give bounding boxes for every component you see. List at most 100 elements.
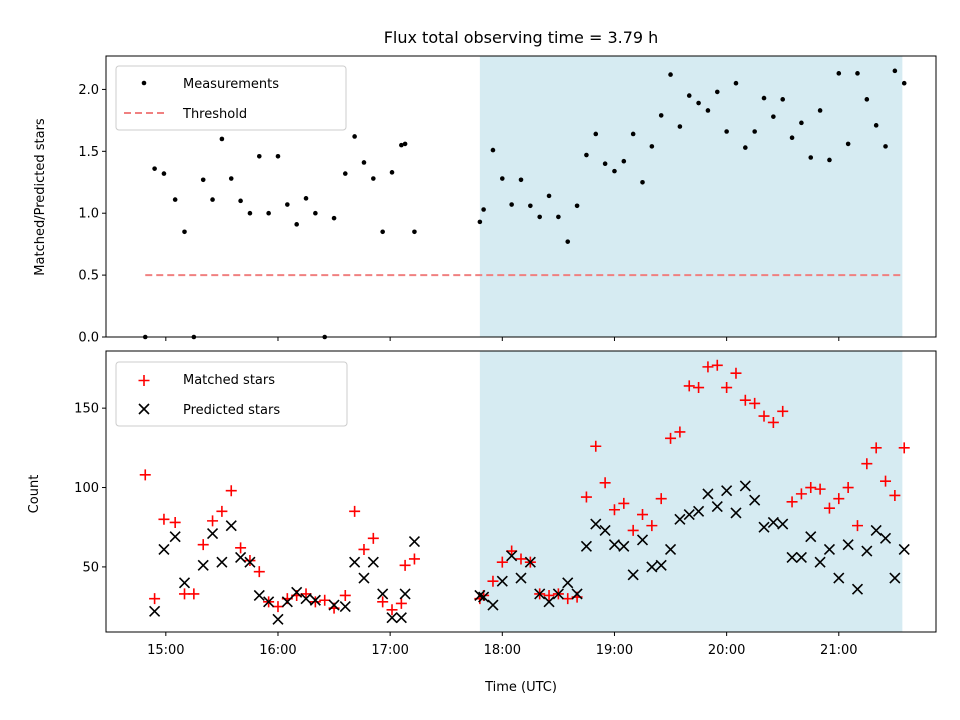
predicted-stars-point [861,545,873,557]
measurement-point [649,144,655,149]
measurement-point [412,229,417,235]
predicted-stars-point [749,494,761,506]
matched-stars-point [739,394,751,406]
measurement-point [172,197,178,202]
matched-stars-point [599,477,611,489]
matched-stars-point [730,367,742,379]
measurement-point [705,108,711,113]
matched-stars-point [870,442,882,454]
predicted-stars-point [524,556,536,568]
measurement-point [477,219,483,225]
measurement-point [285,202,290,207]
predicted-stars-point [263,596,275,608]
predicted-stars-point [693,505,705,517]
measurement-point [864,97,870,102]
matched-stars-point [618,497,630,509]
predicted-stars-point [178,577,191,589]
count-panel: 50 100 150 15:00 16:00 17:00 18:00 19:00 20:00 21… [74,350,937,658]
predicted-stars-point [272,613,284,625]
predicted-stars-point [580,540,592,552]
predicted-stars-point [281,596,293,608]
measurement-point [640,179,645,185]
measurement-point [883,144,888,149]
predicted-stars-point [386,612,398,624]
predicted-stars-point [842,539,854,551]
measurement-point [518,177,524,183]
x-tick-label: 15:00 [147,643,184,658]
predicted-stars-point [898,543,910,556]
measurement-point [399,142,404,148]
predicted-stars-point [599,524,611,536]
predicted-stars-point [377,588,389,600]
ratio-panel: 0.0 0.5 1.0 1.5 2.0 [78,55,937,346]
predicted-stars-point [721,485,733,497]
matched-stars-point [805,482,817,494]
matched-stars-point [683,380,695,392]
matched-stars-point [377,596,389,608]
measurement-point [565,239,571,244]
predicted-stars-point [158,543,170,556]
predicted-stars-point [349,556,361,568]
measurement-point [574,203,580,209]
predicted-stars-point [562,577,574,589]
top-y-tick-label: 1.0 [78,207,99,222]
predicted-stars-point [674,513,686,525]
top-axes-frame [105,55,937,338]
matched-stars-point [608,504,620,516]
measurement-point [733,80,739,86]
measurement-point [612,168,617,174]
matched-stars-point [767,416,779,428]
matched-stars-point [399,559,411,571]
measurement-point [593,131,599,137]
predicted-stars-point [216,556,228,568]
predicted-stars-point [730,507,742,519]
measurement-point [724,129,729,134]
predicted-legend-marker [138,403,150,415]
measurement-point [743,145,748,150]
top-y-tick-label: 0.0 [78,331,99,346]
measurement-point [630,131,636,137]
chart-title: Flux total observing time = 3.79 h [384,28,659,47]
measurement-point [247,210,253,216]
predicted-legend-label: Predicted stars [183,403,280,418]
measurement-point [817,108,823,113]
matched-stars-point [158,513,170,525]
measurement-point [371,176,376,181]
predicted-stars-point [805,531,817,543]
top-y-tick-label: 0.5 [78,269,99,284]
predicted-stars-point [309,594,321,606]
predicted-stars-point [608,539,621,551]
predicted-stars-point [571,588,583,600]
predicted-stars-point [543,596,555,608]
measurement-point [331,215,337,221]
predicted-stars-point [328,599,340,611]
matched-stars-point [179,588,191,600]
measurement-point [256,153,262,159]
measurement-point [303,196,309,201]
matched-stars-point [386,604,398,616]
matched-stars-point [197,539,209,551]
matched-stars-point [646,520,658,532]
matched-stars-point [225,485,237,497]
x-tick-label: 17:00 [371,643,408,658]
predicted-stars-point [655,559,667,571]
predicted-stars-point [590,518,602,530]
measurement-point [342,171,348,176]
measurement-point [602,161,608,166]
matched-stars-point [898,442,910,454]
measurement-point [901,80,907,86]
measurement-point [537,214,542,220]
predicted-stars-point [487,599,499,611]
bottom-y-tick-label: 50 [82,560,99,575]
measurement-point [361,160,367,165]
matched-stars-point [665,432,677,444]
top-y-axis-label: Matched/Predicted stars [33,118,48,276]
matched-stars-point [777,405,789,417]
measurement-point [275,153,281,159]
x-tick-label: 21:00 [820,643,857,658]
matched-stars-point [272,601,284,613]
predicted-stars-point [408,535,421,548]
predicted-stars-point [399,588,411,600]
top-highlight-span [479,56,903,337]
measurement-point [389,170,395,175]
